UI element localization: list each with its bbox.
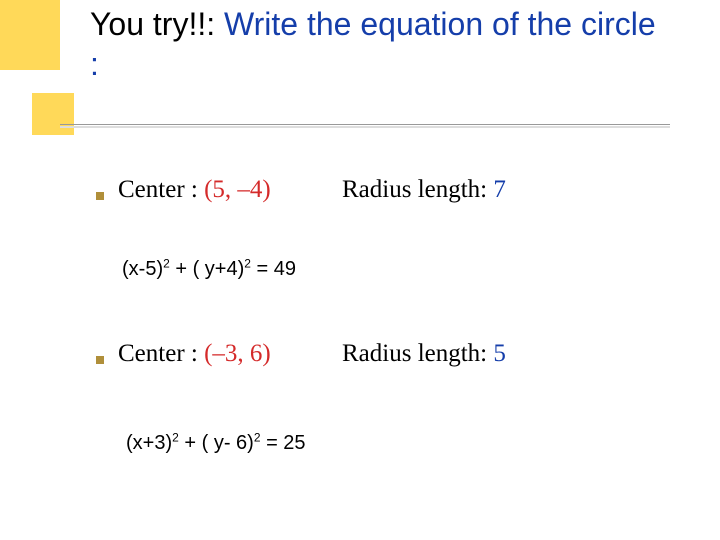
center-label: Center :: [118, 340, 204, 367]
decor-block-mid: [32, 93, 74, 135]
decor-block-top: [0, 0, 60, 70]
title-underline: [60, 124, 670, 125]
title-black: You try!!:: [90, 6, 224, 42]
slide-title: You try!!: Write the equation of the cir…: [90, 4, 665, 84]
ans-exp: 2: [163, 256, 170, 270]
title-underline-shadow: [60, 126, 670, 128]
problem1-answer: (x-5)2 + ( y+4)2 = 49: [122, 258, 296, 281]
ans-part: = 49: [251, 258, 296, 280]
bullet-icon: [96, 356, 104, 364]
problem2-answer: (x+3)2 + ( y- 6)2 = 25: [126, 432, 306, 455]
center-value: (–3, 6): [204, 340, 271, 367]
radius-value: 5: [493, 340, 506, 367]
ans-part: = 25: [261, 432, 306, 454]
center-value: (5, –4): [204, 176, 271, 203]
ans-exp: 2: [244, 256, 251, 270]
ans-exp: 2: [254, 430, 261, 444]
ans-part: + ( y- 6): [179, 432, 254, 454]
radius-label: Radius length:: [342, 340, 493, 367]
ans-part: (x-5): [122, 258, 163, 280]
radius-label: Radius length:: [342, 176, 493, 203]
radius-value: 7: [493, 176, 506, 203]
center-label: Center :: [118, 176, 204, 203]
problem1-center: Center : (5, –4): [118, 176, 271, 204]
problem2-radius: Radius length: 5: [342, 340, 506, 368]
ans-exp: 2: [172, 430, 179, 444]
bullet-icon: [96, 192, 104, 200]
problem1-radius: Radius length: 7: [342, 176, 506, 204]
ans-part: (x+3): [126, 432, 172, 454]
problem2-center: Center : (–3, 6): [118, 340, 271, 368]
ans-part: + ( y+4): [170, 258, 244, 280]
